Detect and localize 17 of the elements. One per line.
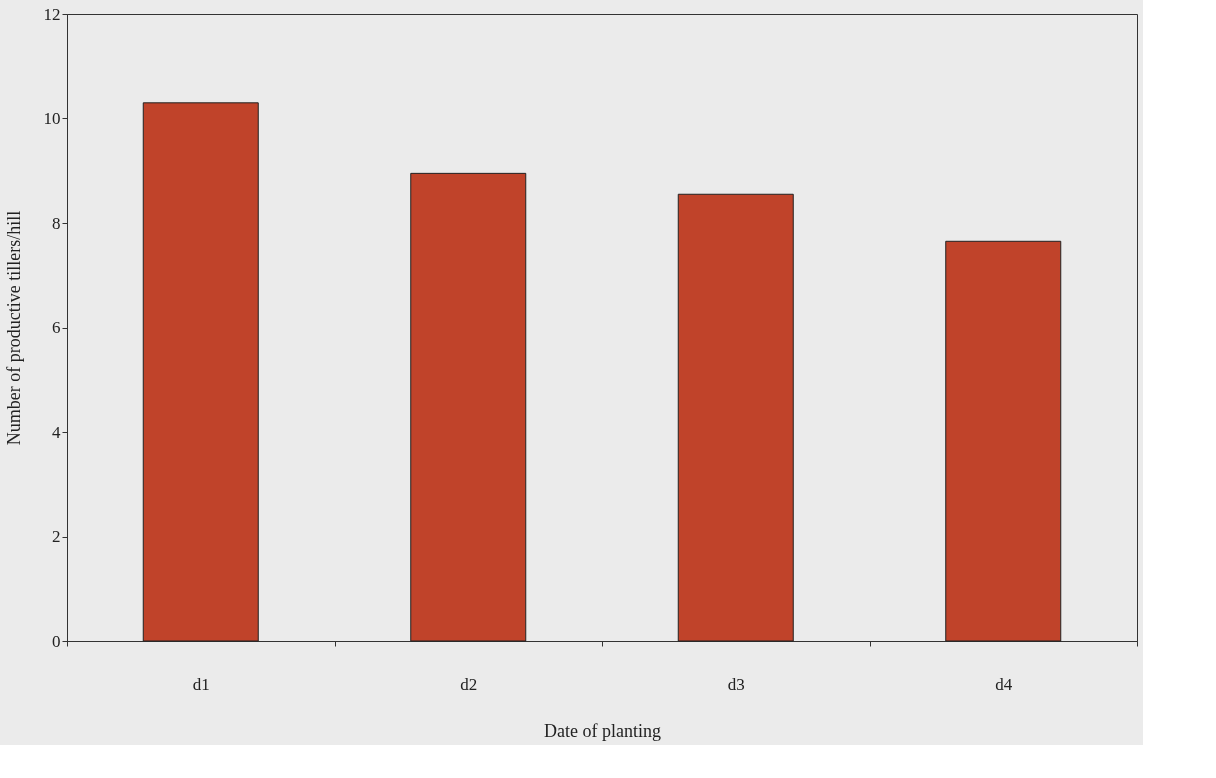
bar	[945, 240, 1062, 642]
y-tick-label: 10	[43, 109, 61, 128]
x-axis-title: Date of planting	[544, 720, 661, 741]
bar	[410, 172, 527, 642]
y-tick-label: 8	[52, 213, 61, 233]
x-tick-label: d4	[995, 674, 1013, 694]
x-tick-label: d3	[727, 674, 745, 694]
y-tick-label: 0	[52, 631, 61, 651]
x-tick-label: d2	[460, 674, 478, 694]
y-axis-title: Number of productive tillers/hill	[3, 210, 24, 446]
y-tick-label: 4	[52, 422, 61, 442]
y-tick-label: 2	[52, 527, 61, 546]
y-tick-label: 6	[52, 318, 61, 337]
bar	[142, 102, 259, 642]
y-tick-label: 12	[43, 4, 61, 24]
bar	[677, 193, 794, 642]
x-tick-label: d1	[192, 674, 210, 694]
